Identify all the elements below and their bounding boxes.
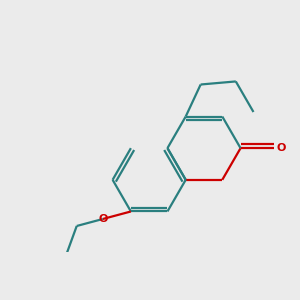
Text: O: O: [98, 214, 107, 224]
Text: O: O: [277, 143, 286, 153]
